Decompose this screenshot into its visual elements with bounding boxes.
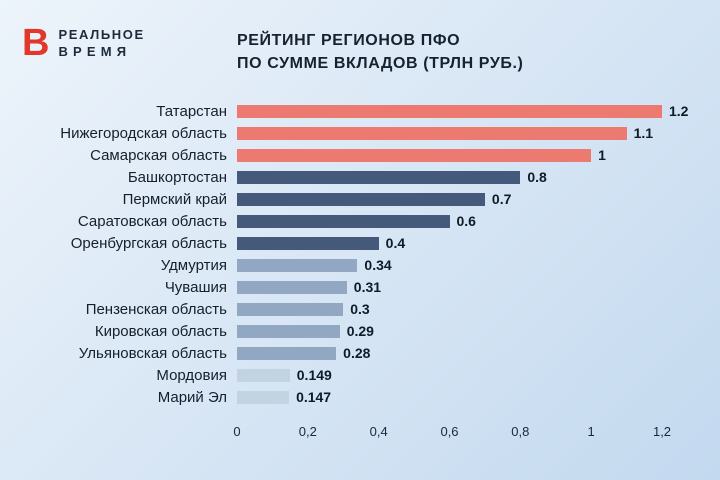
chart-title: РЕЙТИНГ РЕГИОНОВ ПФО ПО СУММЕ ВКЛАДОВ (Т…	[237, 29, 523, 75]
chart-row: Пензенская область 0.3	[0, 298, 720, 320]
bar-value-label: 0.28	[343, 345, 371, 361]
category-label: Саратовская область	[77, 212, 227, 230]
logo-text: РЕАЛЬНОЕ ВРЕМЯ	[58, 27, 144, 59]
bar	[237, 368, 290, 382]
category-label: Удмуртия	[160, 256, 227, 274]
category-label: Самарская область	[90, 146, 227, 164]
bar	[237, 258, 358, 272]
chart-row: Ульяновская область 0.28	[0, 342, 720, 364]
bar	[237, 104, 662, 118]
bar-track: 0.147	[237, 389, 662, 405]
x-axis-tick-label: 0,6	[440, 424, 459, 439]
chart-row: Мордовия 0.149	[0, 364, 720, 386]
bar	[237, 170, 521, 184]
category-label: Мордовия	[156, 366, 227, 384]
chart-title-line1: РЕЙТИНГ РЕГИОНОВ ПФО	[237, 32, 461, 49]
chart-row: Саратовская область 0.6	[0, 210, 720, 232]
axis-spacer	[0, 424, 227, 442]
bar-value-label: 0.31	[353, 279, 382, 295]
bar	[237, 302, 344, 316]
chart-rows: Татарстан 1.2 Нижегородская область 1.1 Сама…	[0, 100, 720, 408]
bar-value-label: 1.1	[633, 125, 654, 141]
x-axis-tick-label: 0,2	[298, 424, 317, 439]
bar	[237, 192, 485, 206]
bar-value-label: 0.8	[527, 169, 547, 185]
logo-line2: ВРЕМЯ	[58, 44, 132, 59]
bar-value-label: 0.29	[346, 323, 374, 339]
chart-row: Чувашия 0.31	[0, 276, 720, 298]
category-label: Башкортостан	[127, 168, 227, 186]
bar	[237, 126, 627, 140]
chart-row: Самарская область 1	[0, 144, 720, 166]
x-axis-tick-label: 0,4	[369, 424, 388, 439]
bar-track: 0.34	[237, 257, 662, 273]
bar-track: 0.3	[237, 301, 662, 317]
chart-row: Нижегородская область 1.1	[0, 122, 720, 144]
bar	[237, 390, 290, 404]
bar	[237, 346, 337, 360]
bar	[237, 324, 340, 338]
chart-row: Оренбургская область 0.4	[0, 232, 720, 254]
bar-value-label: 0.34	[364, 257, 392, 273]
logo-line1: РЕАЛЬНОЕ	[58, 27, 145, 42]
bar-track: 0.149	[237, 367, 662, 383]
bar-track: 0.8	[237, 169, 662, 185]
chart-row: Кировская область 0.29	[0, 320, 720, 342]
bar-value-label: 0.4	[385, 235, 406, 251]
x-axis: 0 0,2 0,4 0,6 0,8 1 1,2	[0, 424, 720, 442]
bar-track: 1.2	[237, 103, 688, 119]
chart-row: Татарстан 1.2	[0, 100, 720, 122]
bar-track: 0.28	[237, 345, 662, 361]
category-label: Нижегородская область	[60, 124, 227, 142]
bar	[237, 148, 592, 162]
bar-value-label: 1	[598, 147, 606, 163]
bar-value-label: 0.7	[491, 191, 512, 207]
bar	[237, 280, 347, 294]
axis-track: 0 0,2 0,4 0,6 0,8 1 1,2	[233, 424, 671, 442]
category-label: Марий Эл	[157, 388, 227, 406]
x-axis-tick-label: 0,8	[511, 424, 530, 439]
category-label: Пензенская область	[85, 300, 227, 318]
bar-track: 0.4	[237, 235, 662, 251]
category-label: Кировская область	[94, 322, 227, 340]
logo: В РЕАЛЬНОЕ ВРЕМЯ	[22, 22, 145, 64]
bar-value-label: 1.2	[669, 103, 689, 119]
x-axis-tick-label: 0	[233, 424, 241, 439]
chart-row: Удмуртия 0.34	[0, 254, 720, 276]
logo-mark-icon: В	[22, 22, 50, 64]
bar	[237, 214, 450, 228]
chart-row: Марий Эл 0.147	[0, 386, 720, 408]
bar-track: 0.6	[237, 213, 662, 229]
category-label: Ульяновская область	[78, 344, 227, 362]
category-label: Чувашия	[164, 278, 227, 296]
category-label: Татарстан	[156, 102, 227, 120]
bar-value-label: 0.3	[350, 301, 370, 317]
bar-track: 1.1	[237, 125, 662, 141]
bar-track: 0.29	[237, 323, 662, 339]
bar	[237, 236, 379, 250]
chart-title-line2: ПО СУММЕ ВКЛАДОВ (ТРЛН РУБ.)	[237, 55, 524, 72]
bar-value-label: 0.147	[296, 389, 332, 405]
x-axis-tick-label: 1	[587, 424, 595, 439]
chart-row: Пермский край 0.7	[0, 188, 720, 210]
bar-track: 1	[237, 147, 662, 163]
bar-chart: Татарстан 1.2 Нижегородская область 1.1 Сама…	[0, 100, 720, 442]
category-label: Оренбургская область	[70, 234, 227, 252]
chart-row: Башкортостан 0.8	[0, 166, 720, 188]
bar-track: 0.7	[237, 191, 662, 207]
bar-value-label: 0.6	[456, 213, 476, 229]
bar-value-label: 0.149	[296, 367, 332, 383]
x-axis-tick-label: 1,2	[652, 424, 672, 439]
category-label: Пермский край	[122, 190, 227, 208]
bar-track: 0.31	[237, 279, 662, 295]
